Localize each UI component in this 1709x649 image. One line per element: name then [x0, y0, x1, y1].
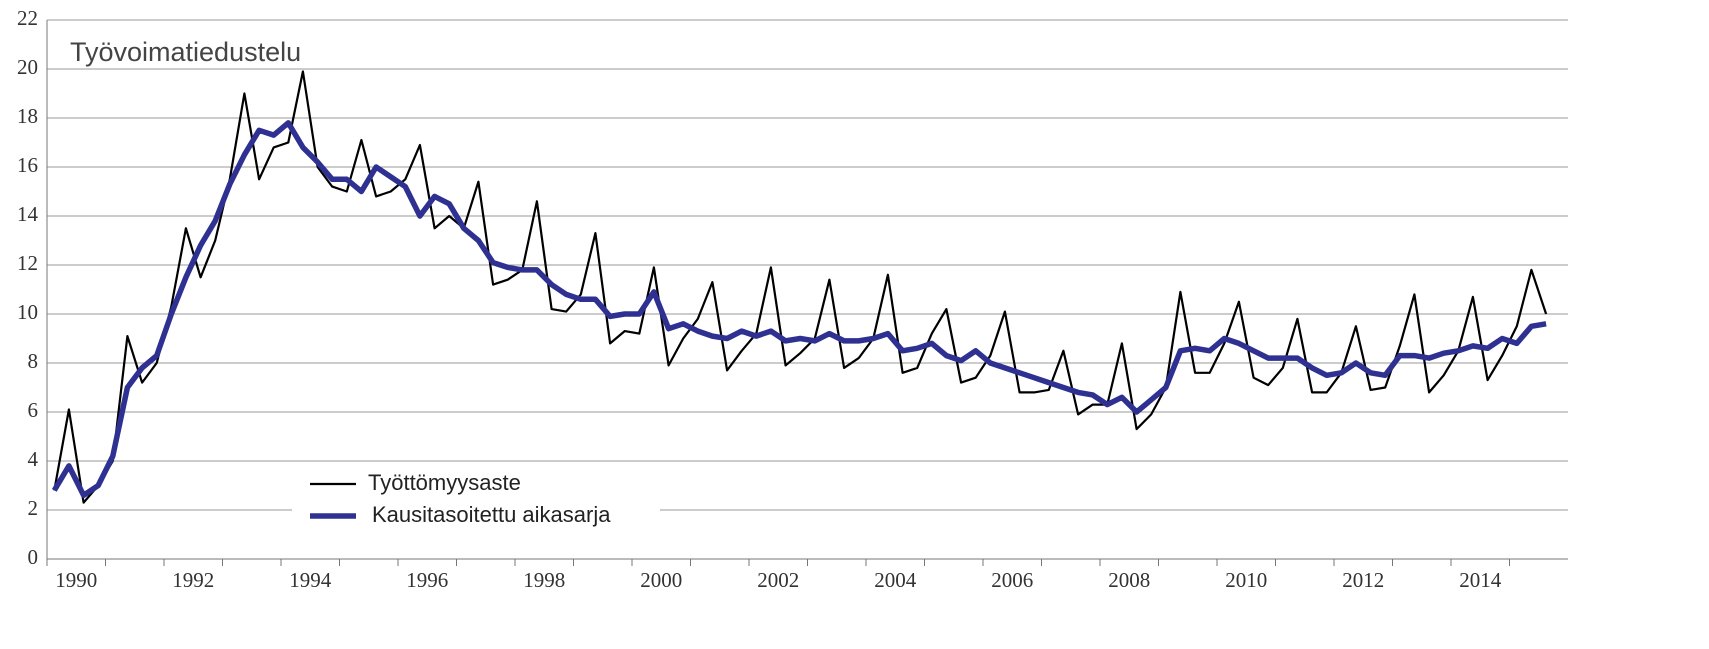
x-tick-label: 1994 — [289, 568, 332, 592]
x-tick-label: 1992 — [172, 568, 214, 592]
y-tick-label: 20 — [17, 55, 38, 79]
x-tick-label: 1990 — [55, 568, 97, 592]
legend-label: Työttömyysaste — [368, 470, 521, 495]
y-tick-label: 16 — [17, 153, 38, 177]
x-tick-label: 1998 — [523, 568, 565, 592]
series-line — [53, 70, 1548, 504]
y-tick-label: 22 — [17, 6, 38, 30]
x-tick-label: 2006 — [991, 568, 1033, 592]
grid: 0 2 4 6 8 10 12 14 16 18 20 22 1990 1992 1994 1996 1998 2… — [17, 6, 1568, 592]
y-tick-label: 14 — [17, 202, 39, 226]
x-tick-label: 1996 — [406, 568, 448, 592]
x-tick-label: 2004 — [874, 568, 917, 592]
y-tick-label: 12 — [17, 251, 38, 275]
plot — [51, 70, 1548, 504]
y-tick-label: 10 — [17, 300, 38, 324]
chart-title: Työvoimatiedustelu — [70, 37, 301, 67]
x-tick-label: 2014 — [1459, 568, 1502, 592]
series-line — [51, 120, 1547, 499]
legend: Työttömyysaste Kausitasoitettu aikasarja — [292, 462, 660, 542]
x-tick-label: 2012 — [1342, 568, 1384, 592]
y-tick-label: 4 — [28, 447, 39, 471]
y-tick-label: 2 — [28, 496, 39, 520]
x-tick-label: 2000 — [640, 568, 682, 592]
y-tick-label: 0 — [28, 545, 39, 569]
y-tick-label: 8 — [28, 349, 39, 373]
y-tick-label: 6 — [28, 398, 39, 422]
y-tick-label: 18 — [17, 104, 38, 128]
legend-label: Kausitasoitettu aikasarja — [372, 502, 611, 527]
legend-box — [292, 462, 660, 542]
x-tick-label: 2010 — [1225, 568, 1267, 592]
x-tick-label: 2008 — [1108, 568, 1150, 592]
x-tick-label: 2002 — [757, 568, 799, 592]
